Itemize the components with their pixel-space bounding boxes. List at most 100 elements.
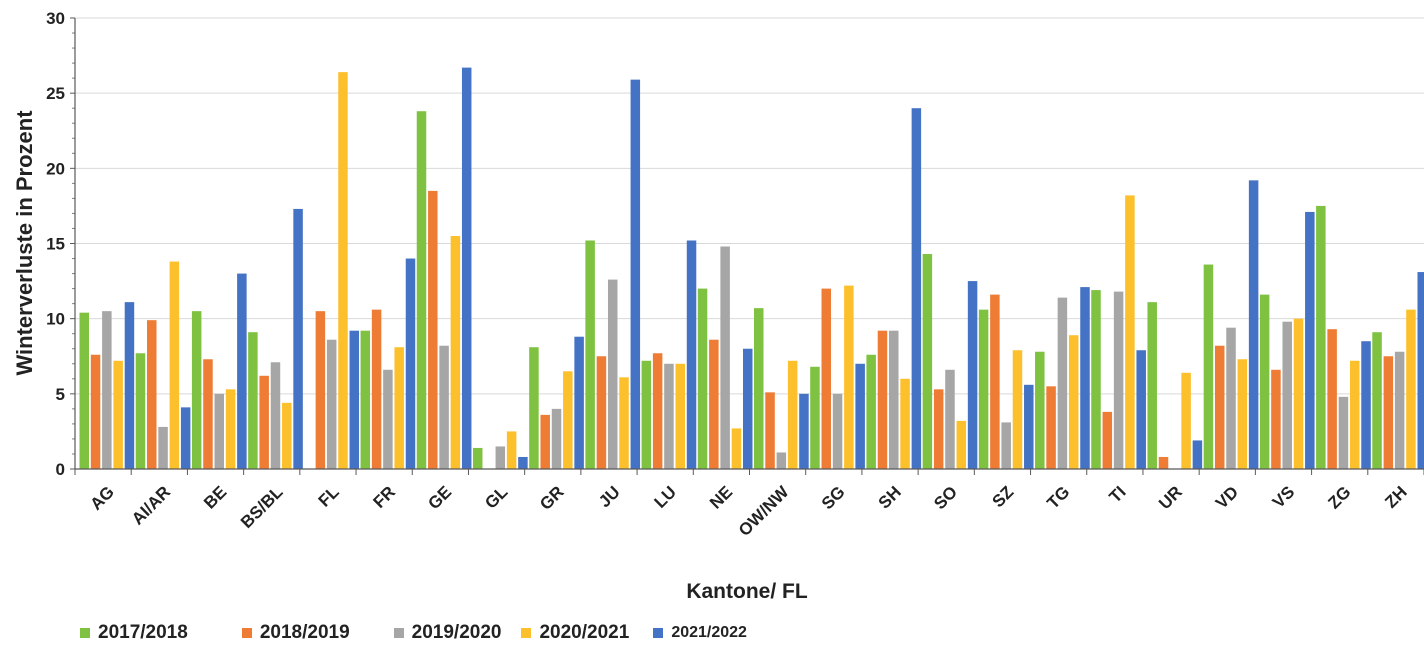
bar — [1147, 302, 1157, 469]
y-tick-label: 25 — [46, 84, 65, 103]
bar — [529, 347, 539, 469]
bar — [765, 392, 775, 469]
bar — [956, 420, 967, 469]
bar — [1080, 287, 1090, 469]
bar — [922, 254, 933, 469]
bar — [1259, 294, 1270, 469]
bar — [394, 347, 404, 469]
x-tick-label: GE — [424, 482, 455, 513]
bar — [844, 285, 854, 469]
x-tick-label: OW/NW — [735, 482, 793, 540]
bar — [1282, 321, 1292, 469]
legend-swatch — [393, 628, 404, 638]
x-tick-label: UR — [1155, 482, 1186, 513]
legend-label: 2020/2021 — [539, 622, 630, 643]
legend-item: 2018/2019 — [241, 622, 350, 644]
bar — [607, 279, 618, 469]
bar — [1293, 318, 1304, 469]
bar — [326, 339, 337, 469]
bar — [1046, 386, 1056, 469]
bar — [405, 258, 416, 469]
legend-label: 2019/2020 — [411, 622, 502, 643]
bar — [1214, 345, 1225, 469]
legend-swatch — [521, 628, 532, 638]
legend-item: 2017/2018 — [80, 622, 188, 644]
legend-swatch — [653, 628, 664, 638]
bar — [787, 360, 798, 469]
bar — [855, 363, 865, 469]
bar — [1383, 356, 1394, 469]
y-tick-label: 30 — [46, 9, 65, 28]
y-tick-label: 0 — [56, 460, 65, 479]
bar — [338, 72, 348, 470]
x-tick-label: ZG — [1324, 482, 1354, 512]
x-tick-label: LU — [651, 482, 680, 511]
bar — [630, 79, 641, 470]
bar — [1338, 396, 1349, 469]
bars — [79, 67, 1424, 470]
bar — [225, 389, 236, 469]
legend-item: 2019/2020 — [393, 622, 502, 644]
bar — [1237, 359, 1248, 469]
bar — [1057, 297, 1068, 469]
bar — [270, 362, 281, 469]
bar — [180, 407, 191, 469]
bar — [1361, 341, 1371, 469]
y-tick-label: 20 — [46, 159, 65, 178]
bar — [518, 456, 528, 469]
bar — [945, 369, 955, 469]
bar — [113, 360, 123, 469]
bar — [147, 320, 157, 469]
bar — [990, 294, 1000, 469]
bar — [652, 353, 663, 469]
bar — [911, 108, 922, 469]
bar — [1394, 351, 1405, 469]
bar — [450, 235, 461, 469]
x-tick-label: VD — [1212, 482, 1242, 512]
bar — [686, 240, 697, 469]
bar — [821, 288, 832, 469]
bar — [1091, 290, 1101, 469]
bar — [866, 354, 876, 469]
bar — [79, 312, 89, 469]
x-tick-label: JU — [595, 482, 624, 511]
bar — [967, 281, 978, 469]
bar — [461, 67, 472, 470]
bar — [1305, 211, 1315, 469]
bar — [203, 359, 213, 469]
x-tick-label: ZH — [1381, 482, 1410, 511]
bar — [1327, 329, 1337, 469]
y-tick-label: 15 — [46, 235, 65, 254]
legend-item: 2021/2022 — [653, 624, 747, 642]
bar — [585, 240, 595, 469]
bar — [675, 363, 685, 469]
bar — [383, 369, 393, 469]
x-tick-label: GR — [536, 482, 567, 513]
x-tick-label: NE — [706, 482, 736, 512]
x-tick-label: TG — [1043, 482, 1073, 512]
x-tick-label: BS/BL — [237, 482, 286, 531]
x-tick-label: FR — [370, 482, 399, 511]
bar — [1024, 384, 1034, 469]
x-tick-label: SZ — [988, 482, 1017, 511]
bar — [551, 408, 562, 469]
bar — [900, 378, 910, 469]
bar — [237, 273, 247, 469]
bar — [664, 363, 674, 469]
legend-label: 2018/2019 — [259, 622, 350, 643]
bar — [540, 414, 550, 469]
bar — [1113, 291, 1124, 469]
bar — [832, 393, 843, 469]
legend-swatch — [241, 628, 252, 638]
gridlines — [75, 17, 1424, 395]
bar — [1406, 309, 1416, 469]
x-tick-label: BE — [200, 482, 230, 512]
bar — [1349, 360, 1360, 469]
bar — [720, 246, 730, 469]
bar — [697, 288, 708, 469]
bar — [1316, 205, 1326, 469]
bar — [495, 446, 506, 469]
bar — [754, 308, 764, 469]
bar — [169, 261, 180, 469]
